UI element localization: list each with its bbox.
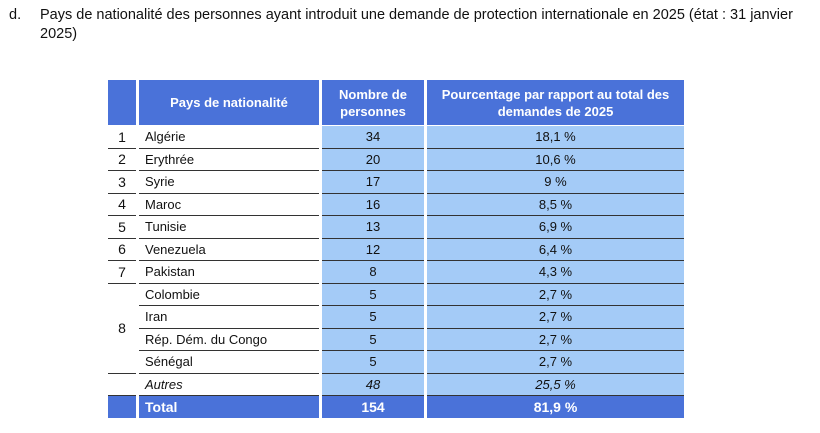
- country-cell: Colombie: [139, 284, 319, 306]
- heading: d. Pays de nationalité des personnes aya…: [9, 6, 809, 44]
- percent-cell: 2,7 %: [427, 306, 684, 329]
- nationality-table: Pays de nationalité Nombre de personnes …: [105, 80, 687, 418]
- table-row: 6 Venezuela 12 6,4 %: [108, 238, 684, 261]
- table-row: Rép. Dém. du Congo 5 2,7 %: [108, 328, 684, 351]
- count-cell: 34: [322, 126, 424, 149]
- header-cell: Pays de nationalité: [139, 80, 319, 126]
- heading-marker: d.: [9, 7, 22, 23]
- country-cell: Venezuela: [139, 239, 319, 261]
- rank-cell: [108, 396, 136, 418]
- country-cell: Algérie: [139, 126, 319, 149]
- table-row: 5 Tunisie 13 6,9 %: [108, 216, 684, 239]
- country-cell: Iran: [139, 306, 319, 329]
- country-cell: Syrie: [139, 171, 319, 194]
- rank-cell: 1: [108, 126, 136, 149]
- count-cell: 8: [322, 261, 424, 284]
- percent-cell: 2,7 %: [427, 283, 684, 306]
- percent-cell: 8,5 %: [427, 193, 684, 216]
- country-cell: Tunisie: [139, 216, 319, 239]
- rank-cell: 8: [108, 284, 136, 374]
- rank-cell: 6: [108, 239, 136, 261]
- count-cell: 5: [322, 328, 424, 351]
- country-cell: Maroc: [139, 194, 319, 216]
- other-row: Autres 48 25,5 %: [108, 373, 684, 396]
- total-percent: 81,9 %: [427, 396, 684, 418]
- total-row: Total 154 81,9 %: [108, 396, 684, 418]
- country-cell: Rép. Dém. du Congo: [139, 329, 319, 351]
- percent-cell: 18,1 %: [427, 126, 684, 149]
- table-row: 3 Syrie 17 9 %: [108, 171, 684, 194]
- count-cell: 12: [322, 238, 424, 261]
- count-cell: 13: [322, 216, 424, 239]
- percent-cell: 25,5 %: [427, 373, 684, 396]
- count-cell: 5: [322, 351, 424, 374]
- rank-cell: 5: [108, 216, 136, 239]
- table-row: Sénégal 5 2,7 %: [108, 351, 684, 374]
- count-cell: 20: [322, 148, 424, 171]
- count-cell: 5: [322, 283, 424, 306]
- table-row: 2 Erythrée 20 10,6 %: [108, 148, 684, 171]
- percent-cell: 6,4 %: [427, 238, 684, 261]
- percent-cell: 2,7 %: [427, 328, 684, 351]
- country-cell: Autres: [139, 374, 319, 396]
- country-cell: Pakistan: [139, 261, 319, 284]
- table-body: 1 Algérie 34 18,1 % 2 Erythrée 20 10,6 % 3 Syrie 1…: [108, 126, 684, 418]
- rank-cell: 2: [108, 149, 136, 171]
- table-row: 4 Maroc 16 8,5 %: [108, 193, 684, 216]
- table-row: 7 Pakistan 8 4,3 %: [108, 261, 684, 284]
- country-cell: Sénégal: [139, 351, 319, 374]
- percent-cell: 10,6 %: [427, 148, 684, 171]
- count-cell: 16: [322, 193, 424, 216]
- total-label: Total: [139, 396, 319, 418]
- count-cell: 17: [322, 171, 424, 194]
- rank-cell: [108, 374, 136, 396]
- table-row: Iran 5 2,7 %: [108, 306, 684, 329]
- header-cell: [108, 80, 136, 126]
- header-row: Pays de nationalité Nombre de personnes …: [108, 80, 684, 126]
- rank-cell: 7: [108, 261, 136, 284]
- percent-cell: 6,9 %: [427, 216, 684, 239]
- percent-cell: 9 %: [427, 171, 684, 194]
- country-cell: Erythrée: [139, 149, 319, 171]
- rank-cell: 4: [108, 194, 136, 216]
- table-row: 1 Algérie 34 18,1 %: [108, 126, 684, 149]
- table-row: 8 Colombie 5 2,7 %: [108, 283, 684, 374]
- header-cell: Pourcentage par rapport au total des dem…: [427, 80, 684, 126]
- rank-cell: 3: [108, 171, 136, 194]
- header-cell: Nombre de personnes: [322, 80, 424, 126]
- total-count: 154: [322, 396, 424, 418]
- heading-text: Pays de nationalité des personnes ayant …: [40, 7, 793, 42]
- percent-cell: 4,3 %: [427, 261, 684, 284]
- percent-cell: 2,7 %: [427, 351, 684, 374]
- count-cell: 5: [322, 306, 424, 329]
- count-cell: 48: [322, 373, 424, 396]
